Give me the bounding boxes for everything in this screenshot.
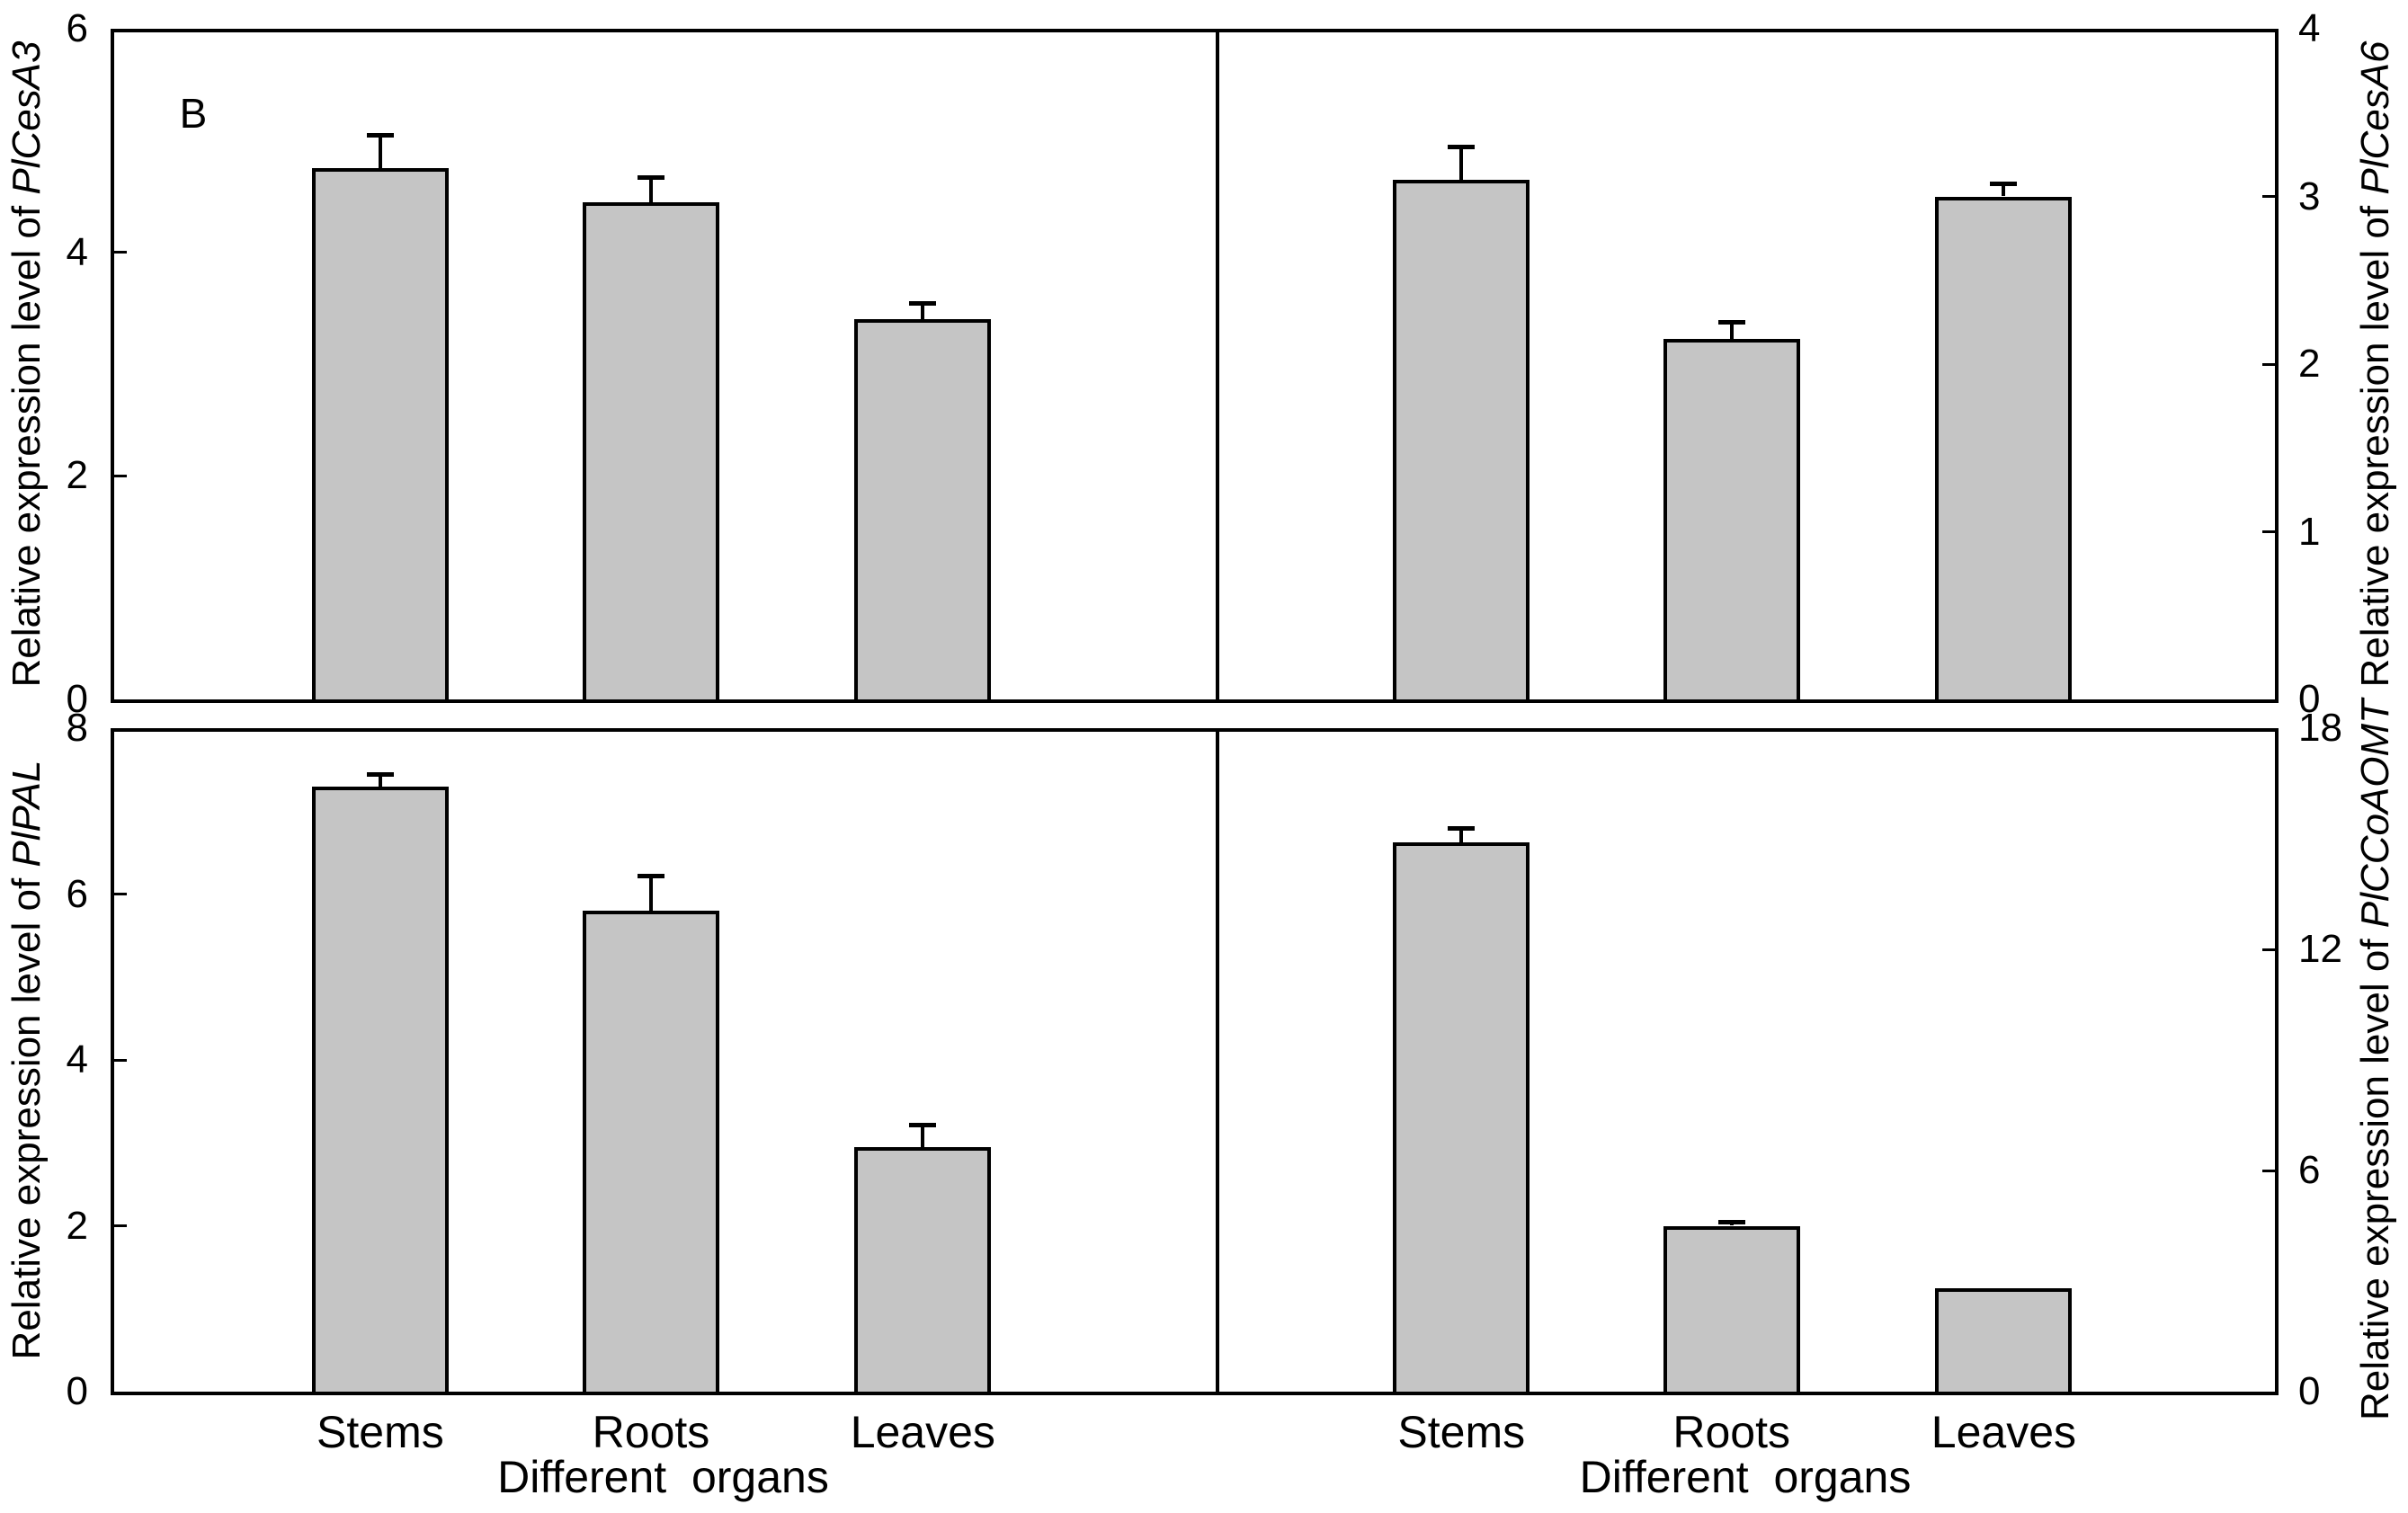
bar-roots: [582, 201, 719, 699]
y-tick-label: 0: [2298, 677, 2321, 721]
bar-stems: [311, 168, 449, 699]
bar-stems: [1393, 842, 1530, 1392]
bar-leaves: [854, 1146, 992, 1392]
bar-roots: [582, 910, 719, 1392]
plot-panel-bottom-left: [111, 728, 1219, 1395]
error-bar-stem: [1729, 322, 1734, 340]
x-tick-label-stems: Stems: [1397, 1407, 1526, 1457]
panel-letter-label: B: [179, 90, 208, 137]
x-axis-title: Different organs: [497, 1452, 829, 1502]
gene-name: PlCCoAOMT: [2353, 699, 2397, 929]
y-axis-title: Relative expression level of PlPAL: [0, 431, 54, 1513]
error-bar-cap: [909, 1122, 937, 1127]
y-tick-mark: [114, 251, 127, 254]
gene-name: PlCesA3: [4, 40, 49, 195]
error-bar-cap: [637, 175, 664, 181]
error-bar-cap: [1448, 825, 1476, 831]
y-tick-label: 2: [2298, 342, 2321, 386]
y-tick-label: 4: [66, 1037, 88, 1081]
error-bar-cap: [1990, 181, 2018, 186]
y-tick-label: 8: [66, 706, 88, 750]
plot-panel-bottom-right: [1216, 728, 2279, 1395]
error-bar-stem: [921, 302, 925, 320]
y-tick-mark: [2262, 530, 2275, 533]
error-bar-cap: [366, 133, 394, 138]
error-bar-stem: [921, 1124, 925, 1147]
gene-name: PlPAL: [4, 760, 49, 868]
y-tick-label: 3: [2298, 174, 2321, 218]
y-tick-label: 0: [2298, 1369, 2321, 1413]
y-tick-label: 0: [66, 677, 88, 721]
error-bar-cap: [1717, 1219, 1745, 1224]
bar-stems: [1393, 179, 1530, 699]
plot-panel-top-left: [111, 29, 1219, 703]
y-tick-label: 0: [66, 1369, 88, 1413]
y-tick-label: 6: [66, 6, 88, 50]
bar-leaves: [854, 319, 992, 699]
y-axis-title-prefix: Relative expression level of: [2353, 928, 2397, 1421]
bar-roots: [1663, 339, 1800, 699]
gene-name: PlCesA6: [2353, 40, 2397, 195]
bar-leaves: [1935, 196, 2073, 699]
x-tick-label-roots: Roots: [1672, 1407, 1790, 1457]
x-tick-label-leaves: Leaves: [850, 1407, 995, 1457]
y-tick-mark: [2262, 195, 2275, 198]
y-tick-label: 2: [66, 453, 88, 498]
plot-panel-top-right: [1216, 29, 2279, 703]
y-tick-label: 2: [66, 1203, 88, 1248]
error-bar-cap: [1717, 320, 1745, 325]
y-tick-mark: [2262, 362, 2275, 366]
x-axis-title: Different organs: [1579, 1452, 1912, 1502]
error-bar-cap: [637, 874, 664, 879]
y-tick-mark: [114, 474, 127, 477]
x-tick-label-stems: Stems: [317, 1407, 444, 1457]
y-tick-label: 4: [2298, 6, 2321, 50]
bar-stems: [311, 786, 449, 1392]
y-tick-label: 12: [2298, 927, 2342, 971]
error-bar-cap: [909, 300, 937, 306]
y-tick-mark: [2262, 948, 2275, 951]
y-tick-mark: [114, 1058, 127, 1062]
error-bar-stem: [1459, 827, 1464, 843]
y-tick-mark: [114, 893, 127, 895]
x-tick-label-roots: Roots: [592, 1407, 710, 1457]
y-tick-label: 6: [2298, 1148, 2321, 1192]
bar-leaves: [1935, 1288, 2073, 1392]
y-axis-title-prefix: Relative expression level of: [4, 867, 49, 1360]
error-bar-stem: [648, 876, 653, 911]
y-tick-label: 1: [2298, 509, 2321, 554]
error-bar-stem: [2002, 182, 2006, 197]
error-bar-cap: [1448, 144, 1476, 149]
y-tick-label: 18: [2298, 706, 2342, 750]
error-bar-stem: [1459, 146, 1464, 180]
error-bar-stem: [378, 773, 382, 787]
y-tick-mark: [2262, 1169, 2275, 1172]
bar-roots: [1663, 1225, 1800, 1392]
y-tick-label: 4: [66, 229, 88, 274]
error-bar-stem: [648, 177, 653, 202]
y-tick-mark: [114, 1224, 127, 1227]
y-tick-label: 6: [66, 871, 88, 916]
error-bar-stem: [378, 135, 382, 169]
y-axis-title: Relative expression level of PlCCoAOMT: [2349, 431, 2403, 1513]
x-tick-label-leaves: Leaves: [1931, 1407, 2077, 1457]
error-bar-cap: [366, 771, 394, 777]
